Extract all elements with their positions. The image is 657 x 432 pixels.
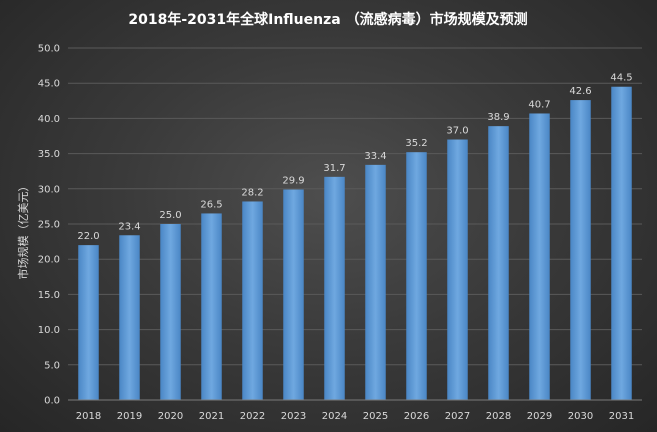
y-axis-ticks: 0.0 5.0 10.0 15.0 20.0 25.0 30.0 35.0 40.0 45.0 50… (38, 44, 60, 407)
bar (570, 100, 591, 400)
x-tick-label: 2020 (158, 411, 183, 422)
data-label: 33.4 (364, 151, 386, 162)
y-tick-label: 0.0 (44, 396, 60, 407)
bar (406, 152, 427, 400)
chart-title: 2018年-2031年全球Influenza （流感病毒）市场规模及预测 (128, 11, 527, 28)
data-label: 37.0 (446, 126, 468, 137)
y-axis-label: 市场规模（亿美元） (16, 181, 30, 280)
y-tick-label: 45.0 (38, 79, 60, 90)
x-tick-label: 2026 (404, 411, 429, 422)
bar (78, 245, 99, 400)
bar (160, 224, 181, 400)
y-tick-label: 35.0 (38, 149, 60, 160)
bar (242, 201, 263, 400)
x-tick-label: 2031 (609, 411, 634, 422)
data-label: 40.7 (528, 99, 550, 110)
bar (611, 86, 632, 400)
data-label: 26.5 (200, 199, 222, 210)
y-tick-label: 50.0 (38, 44, 60, 55)
y-tick-label: 5.0 (44, 360, 60, 371)
data-label: 29.9 (282, 176, 304, 187)
x-axis-ticks: 2018 2019 2020 2021 2022 2023 2024 2025 2026 2027… (76, 411, 634, 422)
data-label: 35.2 (405, 138, 427, 149)
data-label: 23.4 (118, 221, 140, 232)
y-tick-label: 25.0 (38, 220, 60, 231)
y-tick-label: 40.0 (38, 114, 60, 125)
data-labels: 22.0 23.4 25.0 26.5 28.2 29.9 31.7 33.4 35.2 37.0… (77, 73, 632, 242)
x-tick-label: 2029 (527, 411, 552, 422)
bar (324, 176, 345, 400)
data-label: 25.0 (159, 210, 181, 221)
x-tick-label: 2030 (568, 411, 593, 422)
bar (488, 126, 509, 401)
x-tick-label: 2025 (363, 411, 388, 422)
data-label: 31.7 (323, 163, 345, 174)
bar (529, 113, 550, 401)
x-tick-label: 2027 (445, 411, 470, 422)
gridlines (68, 47, 642, 366)
y-tick-label: 10.0 (38, 325, 60, 336)
x-tick-label: 2022 (240, 411, 265, 422)
bars (78, 86, 632, 401)
y-tick-label: 20.0 (38, 255, 60, 266)
x-tick-label: 2019 (117, 411, 142, 422)
bar (283, 189, 304, 400)
x-tick-label: 2028 (486, 411, 511, 422)
bar (447, 139, 468, 400)
bar (365, 164, 386, 400)
data-label: 38.9 (487, 112, 509, 123)
x-tick-label: 2023 (281, 411, 306, 422)
x-tick-label: 2021 (199, 411, 224, 422)
y-tick-label: 15.0 (38, 290, 60, 301)
data-label: 28.2 (241, 187, 263, 198)
bar (119, 235, 140, 400)
data-label: 42.6 (569, 86, 591, 97)
y-tick-label: 30.0 (38, 184, 60, 195)
data-label: 22.0 (77, 231, 99, 242)
data-label: 44.5 (610, 73, 632, 84)
x-tick-label: 2018 (76, 411, 101, 422)
bar (201, 213, 222, 400)
x-tick-label: 2024 (322, 411, 347, 422)
